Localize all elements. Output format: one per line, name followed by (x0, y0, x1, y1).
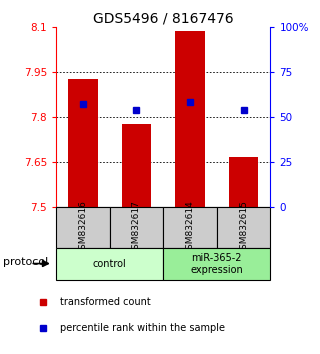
Text: percentile rank within the sample: percentile rank within the sample (60, 323, 225, 333)
Text: control: control (93, 259, 126, 269)
Bar (229, 156, 258, 207)
Text: miR-365-2
expression: miR-365-2 expression (190, 253, 243, 275)
Text: GSM832614: GSM832614 (186, 200, 195, 255)
Text: GSM832617: GSM832617 (132, 200, 141, 255)
Title: GDS5496 / 8167476: GDS5496 / 8167476 (93, 11, 234, 25)
Bar (217, 207, 270, 248)
Bar (163, 248, 270, 280)
Bar (163, 207, 217, 248)
Bar (175, 31, 205, 207)
Text: transformed count: transformed count (60, 297, 151, 307)
Bar (109, 207, 163, 248)
Text: GSM832615: GSM832615 (239, 200, 248, 255)
Bar (56, 207, 109, 248)
Bar (68, 79, 98, 207)
Text: protocol: protocol (3, 257, 48, 267)
Text: GSM832616: GSM832616 (78, 200, 87, 255)
Bar (56, 248, 163, 280)
Bar (122, 124, 151, 207)
